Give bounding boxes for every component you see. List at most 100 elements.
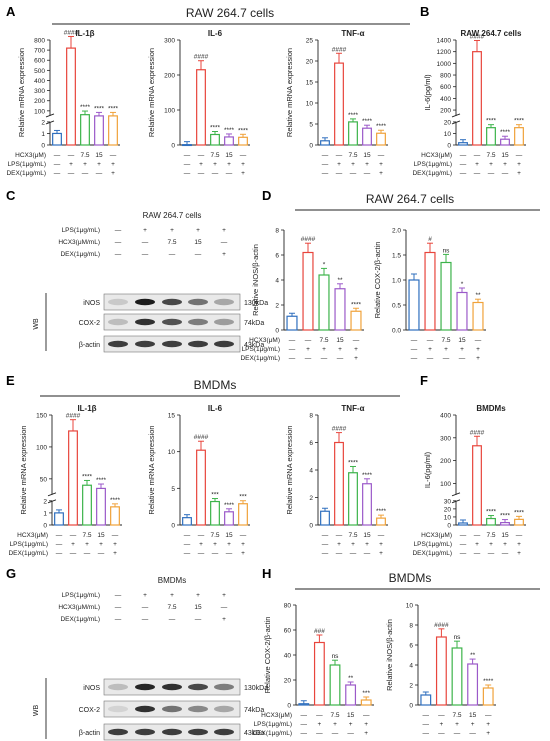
treatment-value: —	[474, 532, 481, 539]
treatment-value: —	[516, 152, 523, 159]
bar	[94, 115, 104, 146]
treatment-value: —	[112, 532, 119, 539]
treatment-value: —	[184, 170, 191, 177]
significance-label: ***	[211, 492, 219, 499]
treatment-value: +	[349, 721, 353, 728]
chart-a3: TNF-α Relative mRNA expression 0 5 10 15 20 25 #…	[285, 29, 388, 177]
treatment-value: —	[378, 532, 385, 539]
y-tick-label: 2.0	[392, 228, 401, 235]
treatment-value: 7.5	[167, 239, 176, 246]
treatment-value: +	[475, 541, 479, 548]
bar	[196, 69, 206, 146]
bar	[80, 114, 90, 146]
y-tick-label: 0	[275, 328, 279, 335]
axis-break-mark	[45, 113, 55, 118]
blot-band	[135, 298, 155, 306]
treatment-value: 7.5	[80, 152, 89, 159]
y-tick-label: 80	[284, 603, 292, 610]
chart-title: IL-6	[208, 29, 223, 38]
significance-label: ****	[80, 104, 91, 111]
blot-band	[135, 683, 155, 691]
bar	[224, 136, 234, 146]
treatment-value: —	[350, 170, 357, 177]
treatment-value: —	[115, 239, 122, 246]
treatment-value: +	[517, 541, 521, 548]
y-axis-label: IL-6(pg/ml)	[423, 74, 432, 111]
bar	[467, 663, 479, 706]
treatment-value: —	[54, 161, 61, 168]
bar	[458, 142, 468, 146]
treatment-value: —	[70, 550, 77, 557]
bar	[52, 132, 62, 146]
y-tick-label: 8	[275, 228, 279, 235]
treatment-value: +	[489, 161, 493, 168]
y-tick-label: 600	[34, 58, 45, 65]
y-tick-label: 150	[36, 413, 47, 420]
band-name: iNOS	[83, 685, 100, 692]
band-kda: 130kDa	[244, 685, 268, 692]
treatment-value: 15	[225, 532, 233, 539]
y-tick-label: 1.5	[392, 253, 401, 260]
bar	[286, 315, 298, 331]
y-axis-label: Relative mRNA expression	[285, 48, 294, 137]
treatment-value: +	[306, 346, 310, 353]
treatment-value: +	[227, 161, 231, 168]
treatment-value: —	[289, 355, 296, 362]
band-kda: 43kDa	[244, 730, 264, 737]
treatment-value: —	[54, 170, 61, 177]
y-tick-label: 200	[440, 108, 451, 115]
significance-label: ****	[376, 508, 387, 515]
blot-band	[214, 728, 234, 736]
treatment-value: +	[222, 592, 226, 599]
panel-letter-h: H	[262, 566, 271, 581]
significance-label: ****	[500, 129, 511, 136]
treatment-value: +	[85, 541, 89, 548]
blot-band	[108, 728, 128, 736]
treatment-value: —	[438, 730, 445, 737]
treatment-value: +	[199, 541, 203, 548]
y-tick-label: 300	[164, 38, 175, 45]
treatment-value: —	[336, 550, 343, 557]
treatment-value: +	[333, 721, 337, 728]
y-tick-label: 0	[409, 703, 413, 710]
treatment-value: —	[347, 730, 354, 737]
treatment-value: —	[364, 170, 371, 177]
bar	[350, 310, 362, 331]
bar	[108, 115, 118, 146]
significance-label: ****	[238, 127, 249, 134]
y-tick-label: 1400	[437, 38, 452, 45]
treatment-value: +	[71, 541, 75, 548]
treatment-value: —	[142, 616, 149, 623]
treatment-value: —	[378, 152, 385, 159]
y-tick-label: 20	[306, 59, 314, 66]
significance-label: ####	[470, 33, 485, 40]
treatment-value: +	[364, 730, 368, 737]
treatment-value: —	[212, 170, 219, 177]
treatment-value: —	[475, 337, 482, 344]
bar	[320, 510, 330, 526]
treatment-value: —	[169, 251, 176, 258]
treatment-value: 7.5	[82, 532, 91, 539]
y-tick-label: 2	[41, 119, 45, 126]
y-tick-label: 4	[409, 663, 413, 670]
blot-band	[162, 705, 182, 713]
blot-band	[135, 318, 155, 326]
band-name: COX-2	[79, 707, 101, 714]
blot-band	[188, 340, 208, 348]
bar	[456, 291, 468, 331]
significance-label: ****	[514, 509, 525, 516]
y-tick-label: 0	[447, 143, 451, 150]
treatment-label: LPS(1μg/mL)	[10, 541, 48, 548]
treatment-value: 7.5	[486, 152, 495, 159]
treatment-value: +	[111, 170, 115, 177]
treatment-value: —	[70, 532, 77, 539]
chart-title: RAW 264.7 cells	[461, 29, 522, 38]
y-tick-label: 1	[43, 510, 47, 517]
blot-band	[108, 318, 128, 326]
treatment-value: —	[488, 170, 495, 177]
bar	[486, 127, 496, 146]
treatment-value: —	[337, 355, 344, 362]
bar	[313, 641, 325, 706]
bar	[66, 47, 76, 146]
treatment-value: —	[184, 152, 191, 159]
